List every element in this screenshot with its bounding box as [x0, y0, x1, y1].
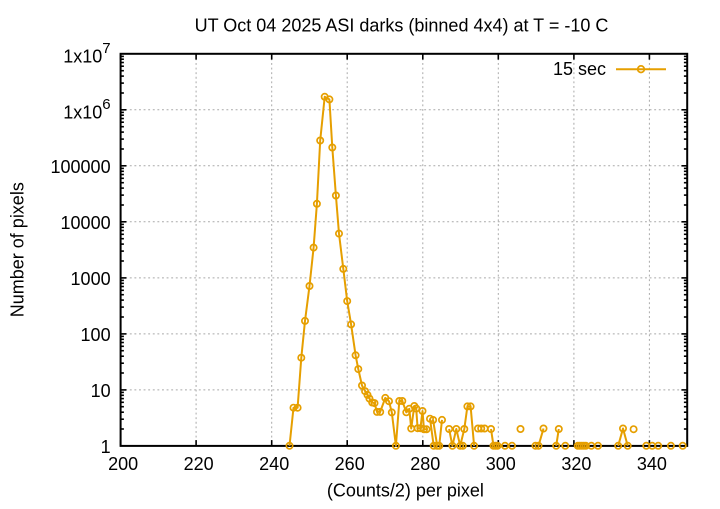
- svg-text:Number of pixels: Number of pixels: [7, 182, 27, 317]
- svg-text:10: 10: [91, 381, 111, 401]
- svg-text:300: 300: [486, 454, 516, 474]
- svg-text:340: 340: [637, 454, 667, 474]
- svg-text:320: 320: [561, 454, 591, 474]
- svg-text:100000: 100000: [51, 157, 111, 177]
- svg-text:1: 1: [101, 437, 111, 457]
- svg-text:260: 260: [335, 454, 365, 474]
- svg-text:240: 240: [259, 454, 289, 474]
- svg-text:100: 100: [81, 325, 111, 345]
- svg-text:15 sec: 15 sec: [553, 59, 606, 79]
- svg-text:(Counts/2) per pixel: (Counts/2) per pixel: [327, 481, 484, 501]
- svg-text:220: 220: [184, 454, 214, 474]
- svg-text:UT Oct 04 2025 ASI darks (binn: UT Oct 04 2025 ASI darks (binned 4x4) at…: [195, 15, 609, 35]
- svg-text:280: 280: [410, 454, 440, 474]
- svg-text:1000: 1000: [71, 269, 111, 289]
- svg-text:200: 200: [108, 454, 138, 474]
- svg-text:10000: 10000: [61, 213, 111, 233]
